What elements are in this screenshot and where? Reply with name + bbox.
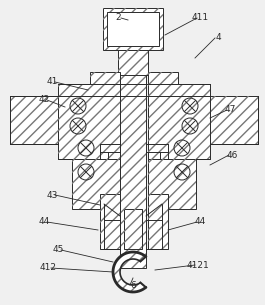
Bar [72, 159, 120, 209]
Text: 45: 45 [52, 246, 64, 254]
Text: 2: 2 [115, 13, 121, 23]
Bar [103, 8, 163, 50]
Bar [148, 159, 196, 209]
Bar [210, 96, 258, 144]
Text: 41: 41 [46, 77, 58, 87]
Text: 44: 44 [38, 217, 50, 227]
Bar [90, 72, 120, 84]
Bar [100, 194, 120, 249]
Text: 412: 412 [39, 264, 56, 272]
Text: 43: 43 [46, 191, 58, 199]
Polygon shape [113, 252, 146, 292]
Text: 411: 411 [191, 13, 209, 23]
Bar [148, 194, 168, 249]
Bar [90, 72, 120, 84]
Bar [107, 12, 159, 46]
Bar [120, 8, 146, 268]
Bar [148, 84, 210, 159]
Bar [148, 159, 196, 209]
Bar [58, 84, 120, 159]
Bar [210, 96, 258, 144]
Bar [148, 72, 178, 84]
Bar [148, 72, 178, 84]
Bar [148, 194, 168, 249]
Text: 4: 4 [215, 34, 221, 42]
Text: 47: 47 [224, 106, 236, 114]
Bar [103, 8, 163, 50]
Text: 6: 6 [130, 281, 136, 289]
Bar [148, 84, 210, 159]
Text: 4121: 4121 [187, 260, 209, 270]
Bar [10, 96, 58, 144]
Text: 42: 42 [38, 95, 50, 105]
Text: 44: 44 [194, 217, 206, 227]
Bar [10, 96, 58, 144]
Bar [124, 209, 142, 249]
Bar [72, 159, 120, 209]
Bar [100, 194, 120, 249]
Bar [120, 8, 146, 268]
Bar [118, 50, 148, 75]
Bar [124, 209, 142, 249]
Bar [58, 84, 120, 159]
Bar [118, 50, 148, 75]
Text: 46: 46 [226, 150, 238, 160]
